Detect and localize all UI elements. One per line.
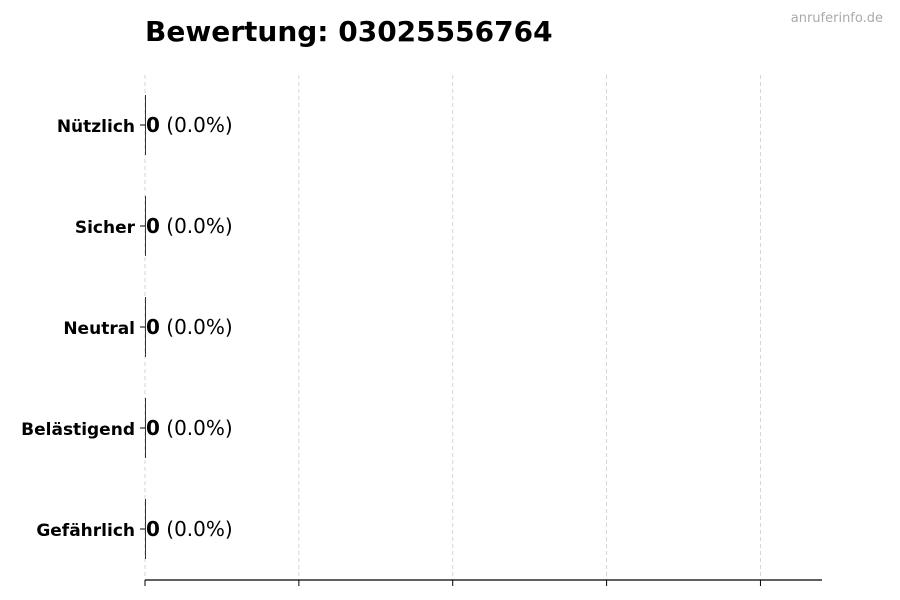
- chart-title: Bewertung: 03025556764: [145, 15, 553, 48]
- category-label: Neutral: [63, 319, 135, 339]
- bar: [145, 499, 146, 559]
- value-label: 0 (0.0%): [146, 113, 233, 137]
- bar: [145, 297, 146, 357]
- value-count: 0: [146, 113, 160, 137]
- value-label: 0 (0.0%): [146, 416, 233, 440]
- value-count: 0: [146, 315, 160, 339]
- value-count: 0: [146, 214, 160, 238]
- bar: [145, 95, 146, 155]
- value-label: 0 (0.0%): [146, 517, 233, 541]
- category-label: Sicher: [75, 218, 136, 238]
- category-label: Belästigend: [21, 420, 135, 440]
- watermark: anruferinfo.de: [791, 11, 883, 26]
- value-percent: (0.0%): [160, 214, 233, 238]
- bar: [145, 196, 146, 256]
- value-percent: (0.0%): [160, 517, 233, 541]
- value-percent: (0.0%): [160, 416, 233, 440]
- category-label: Gefährlich: [36, 521, 135, 541]
- bar: [145, 398, 146, 458]
- value-count: 0: [146, 517, 160, 541]
- value-label: 0 (0.0%): [146, 315, 233, 339]
- value-count: 0: [146, 416, 160, 440]
- value-percent: (0.0%): [160, 113, 233, 137]
- value-label: 0 (0.0%): [146, 214, 233, 238]
- category-label: Nützlich: [57, 117, 135, 137]
- value-percent: (0.0%): [160, 315, 233, 339]
